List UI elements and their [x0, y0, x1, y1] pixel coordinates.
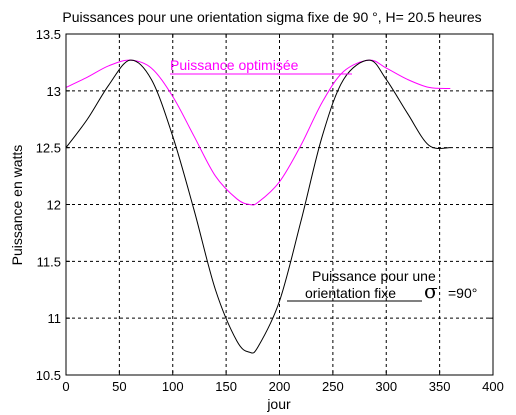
x-tick-label: 100: [162, 379, 184, 394]
y-tick-label: 12.5: [36, 141, 61, 156]
x-axis-label: jour: [266, 396, 291, 412]
x-tick-label: 200: [269, 379, 291, 394]
annotation-fixed-line1: Puissance pour une: [312, 268, 436, 284]
annotation-optimized-text: Puissance optimisée: [170, 57, 299, 73]
annotation-fixed: Puissance pour une orientation fixe σ =9…: [287, 268, 477, 303]
y-tick-label: 11.5: [37, 254, 61, 269]
x-tick-label: 250: [322, 379, 344, 394]
y-tick-label: 11: [48, 311, 62, 326]
series-layer: [65, 59, 451, 354]
y-tick-label: 13: [47, 84, 61, 99]
series-line-fixed: [65, 59, 451, 354]
y-axis-label: Puissance en watts: [9, 145, 25, 266]
x-tick-label: 0: [62, 379, 69, 394]
annotation-fixed-line2: orientation fixe: [305, 285, 396, 301]
y-tick-label: 12: [47, 198, 61, 213]
y-tick-labels: 10.5 11 11.5 12 12.5 13 13.5: [36, 27, 61, 383]
annotation-fixed-suffix: =90°: [448, 285, 477, 301]
x-tick-labels: 0 50 100 150 200 250 300 350 400: [62, 379, 503, 394]
x-tick-label: 150: [215, 379, 237, 394]
x-tick-label: 350: [429, 379, 451, 394]
x-tick-label: 300: [375, 379, 397, 394]
x-tick-label: 50: [112, 379, 126, 394]
grid: [66, 34, 493, 375]
annotation-fixed-sigma: σ: [424, 279, 438, 303]
y-tick-label: 10.5: [36, 368, 61, 383]
x-tick-label: 400: [482, 379, 504, 394]
ticks: [65, 33, 494, 376]
chart-title: Puissances pour une orientation sigma fi…: [62, 9, 481, 25]
annotation-optimized: Puissance optimisée: [170, 57, 352, 75]
y-tick-label: 13.5: [36, 27, 61, 42]
